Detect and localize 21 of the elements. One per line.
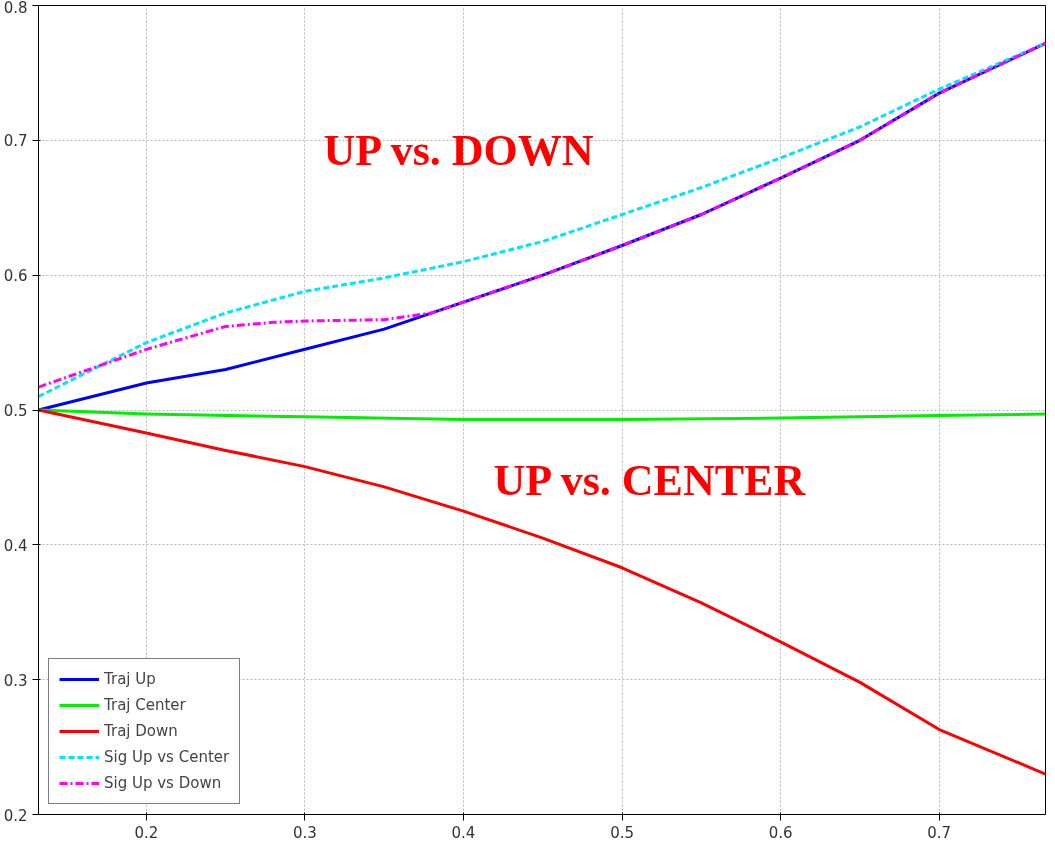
x-tick-label: 0.4 bbox=[451, 823, 476, 842]
y-tick-label: 0.7 bbox=[3, 132, 28, 151]
annotation: UP vs. CENTER bbox=[493, 455, 807, 505]
y-tick-label: 0.3 bbox=[3, 671, 28, 690]
line-series bbox=[38, 408, 1046, 776]
x-tick-label: 0.3 bbox=[292, 823, 317, 842]
x-tick-label: 0.2 bbox=[134, 823, 159, 842]
y-tick-label: 0.2 bbox=[3, 806, 28, 825]
x-tick-label: 0.7 bbox=[927, 823, 952, 842]
legend-label: Sig Up vs Center bbox=[104, 748, 230, 766]
y-tick-label: 0.8 bbox=[3, 0, 28, 17]
y-tick-label: 0.6 bbox=[3, 267, 28, 286]
legend-label: Traj Down bbox=[104, 722, 178, 740]
y-tick-label: 0.4 bbox=[3, 536, 28, 555]
legend-label: Traj Center bbox=[104, 696, 186, 714]
y-tick-label: 0.5 bbox=[3, 402, 28, 420]
legend-label: Traj Up bbox=[104, 670, 156, 688]
x-tick-label: 0.5 bbox=[610, 823, 635, 842]
x-tick-label: 0.6 bbox=[768, 823, 793, 842]
legend-label: Sig Up vs Down bbox=[104, 774, 222, 792]
annotation: UP vs. DOWN bbox=[323, 125, 594, 175]
